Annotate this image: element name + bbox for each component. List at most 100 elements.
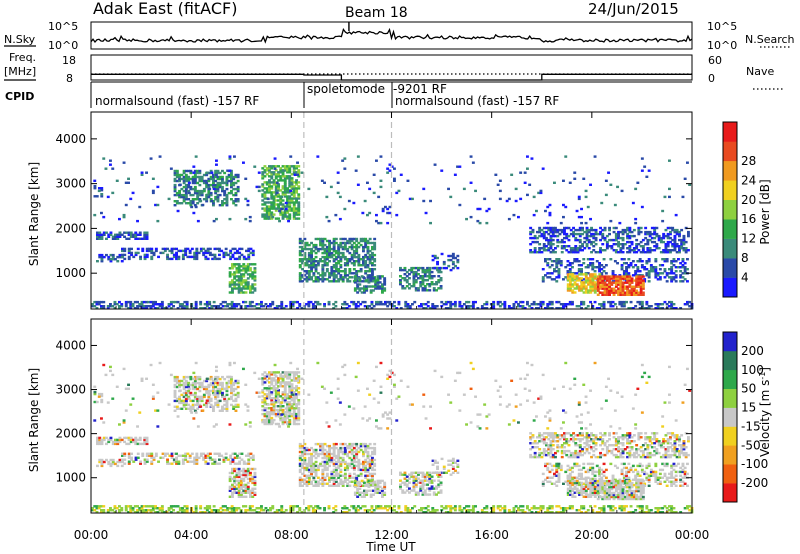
power-cell bbox=[202, 187, 206, 191]
power-cell bbox=[580, 277, 584, 280]
nave-tick-low: 0 bbox=[708, 72, 715, 85]
power-cell bbox=[271, 215, 275, 219]
power-cell bbox=[151, 191, 155, 195]
power-cell bbox=[253, 275, 257, 278]
power-cell bbox=[96, 235, 99, 238]
power-cell bbox=[161, 251, 165, 255]
power-cell bbox=[325, 249, 329, 253]
power-cell bbox=[163, 307, 166, 310]
power-cell bbox=[98, 237, 102, 240]
power-cell bbox=[589, 300, 592, 304]
power-cell bbox=[621, 238, 625, 242]
power-cell bbox=[284, 201, 288, 205]
velocity-cell bbox=[376, 487, 380, 490]
power-cell bbox=[423, 285, 427, 288]
power-cell bbox=[165, 307, 169, 310]
power-cell bbox=[563, 247, 566, 250]
velocity-cell bbox=[218, 409, 222, 412]
freq-unit-label: [MHz] bbox=[4, 65, 36, 78]
power-cell bbox=[554, 228, 557, 232]
velocity-cell bbox=[274, 414, 278, 418]
power-cell bbox=[354, 305, 358, 308]
power-cell bbox=[350, 247, 354, 251]
power-cell bbox=[292, 185, 296, 188]
power-cell bbox=[636, 274, 640, 277]
power-cell bbox=[336, 171, 340, 174]
power-cell bbox=[102, 305, 106, 308]
power-cell bbox=[424, 307, 428, 310]
power-cell bbox=[408, 283, 411, 286]
power-cell bbox=[316, 278, 320, 281]
velocity-cell bbox=[182, 381, 186, 385]
power-cell bbox=[191, 181, 195, 185]
power-cell bbox=[292, 205, 296, 208]
power-cell bbox=[346, 258, 350, 261]
power-cell bbox=[601, 228, 605, 232]
velocity-cell bbox=[343, 442, 347, 446]
velocity-cell bbox=[348, 464, 352, 468]
power-cell bbox=[180, 193, 184, 197]
velocity-cell bbox=[399, 487, 402, 490]
power-cell bbox=[674, 276, 678, 279]
power-cell bbox=[366, 251, 370, 255]
velocity-cell bbox=[265, 393, 269, 396]
power-cell bbox=[303, 255, 307, 259]
power-cell bbox=[419, 283, 423, 286]
power-cell bbox=[263, 207, 267, 210]
velocity-cell bbox=[283, 371, 287, 374]
power-cell bbox=[160, 303, 164, 306]
power-cell bbox=[625, 266, 628, 269]
noise-tick-left-low: 10^0 bbox=[48, 39, 78, 52]
power-cell bbox=[290, 197, 294, 200]
velocity-cell bbox=[286, 395, 289, 398]
power-cell bbox=[686, 303, 689, 306]
power-cell bbox=[673, 247, 677, 250]
velocity-cell bbox=[240, 487, 243, 490]
power-cell bbox=[592, 240, 596, 244]
power-cell bbox=[292, 211, 296, 214]
power-cell bbox=[228, 307, 232, 310]
velocity-cell bbox=[321, 446, 325, 450]
velocity-cell bbox=[312, 468, 316, 472]
power-cell bbox=[127, 300, 130, 304]
power-cell bbox=[354, 169, 358, 172]
power-cell bbox=[205, 300, 209, 304]
velocity-cell bbox=[307, 456, 311, 460]
velocity-cell bbox=[236, 381, 240, 385]
power-cell bbox=[134, 235, 138, 238]
velocity-cell bbox=[325, 468, 329, 472]
velocity-cell bbox=[357, 474, 361, 477]
velocity-cell bbox=[288, 385, 292, 388]
power-cell bbox=[236, 175, 240, 179]
power-cell bbox=[134, 237, 138, 240]
power-cell bbox=[426, 289, 429, 292]
velocity-cell bbox=[381, 479, 384, 483]
power-cell bbox=[635, 275, 639, 278]
velocity-cell bbox=[270, 373, 274, 376]
power-cell bbox=[343, 274, 347, 277]
velocity-cell bbox=[172, 460, 176, 463]
velocity-cell bbox=[369, 483, 373, 487]
power-cell bbox=[225, 200, 229, 203]
power-cell bbox=[645, 268, 649, 271]
power-cell bbox=[670, 272, 674, 275]
velocity-cell bbox=[240, 481, 243, 485]
power-cell bbox=[662, 234, 666, 238]
power-cell bbox=[362, 245, 365, 249]
power-cell bbox=[240, 291, 243, 294]
velocity-cell bbox=[321, 448, 325, 452]
power-cell bbox=[662, 232, 666, 236]
velocity-cell bbox=[251, 491, 255, 494]
power-cell bbox=[328, 245, 331, 249]
power-cell bbox=[238, 257, 242, 261]
power-cell bbox=[240, 279, 243, 282]
velocity-cell bbox=[242, 495, 246, 498]
power-cell bbox=[225, 187, 229, 191]
power-cell bbox=[664, 243, 668, 246]
power-cell bbox=[625, 268, 628, 271]
power-cell bbox=[408, 307, 412, 310]
power-cell bbox=[584, 266, 588, 269]
velocity-cell bbox=[369, 493, 373, 496]
power-cell bbox=[388, 300, 392, 304]
power-cell bbox=[646, 232, 650, 236]
